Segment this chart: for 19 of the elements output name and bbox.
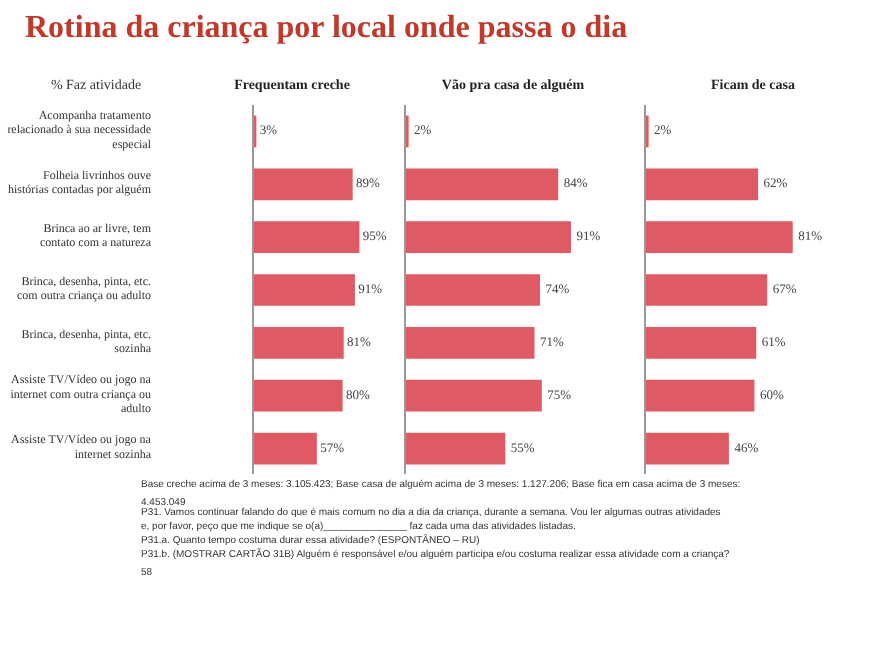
bar [645,274,768,306]
bar [645,221,793,253]
bar [253,274,355,306]
bar [253,221,360,253]
bar [253,168,353,201]
bar [645,379,755,412]
chart-title: Rotina da criança por local onde passa o dia [25,11,628,45]
bar [405,327,535,359]
bar [645,432,729,465]
bar [253,432,317,465]
bar [405,379,542,412]
bar [405,168,559,201]
bar [645,168,759,201]
bar [253,379,343,412]
bar [405,221,571,253]
bar [645,327,757,359]
bar [405,432,506,465]
bar [253,327,344,359]
bar [405,274,540,306]
